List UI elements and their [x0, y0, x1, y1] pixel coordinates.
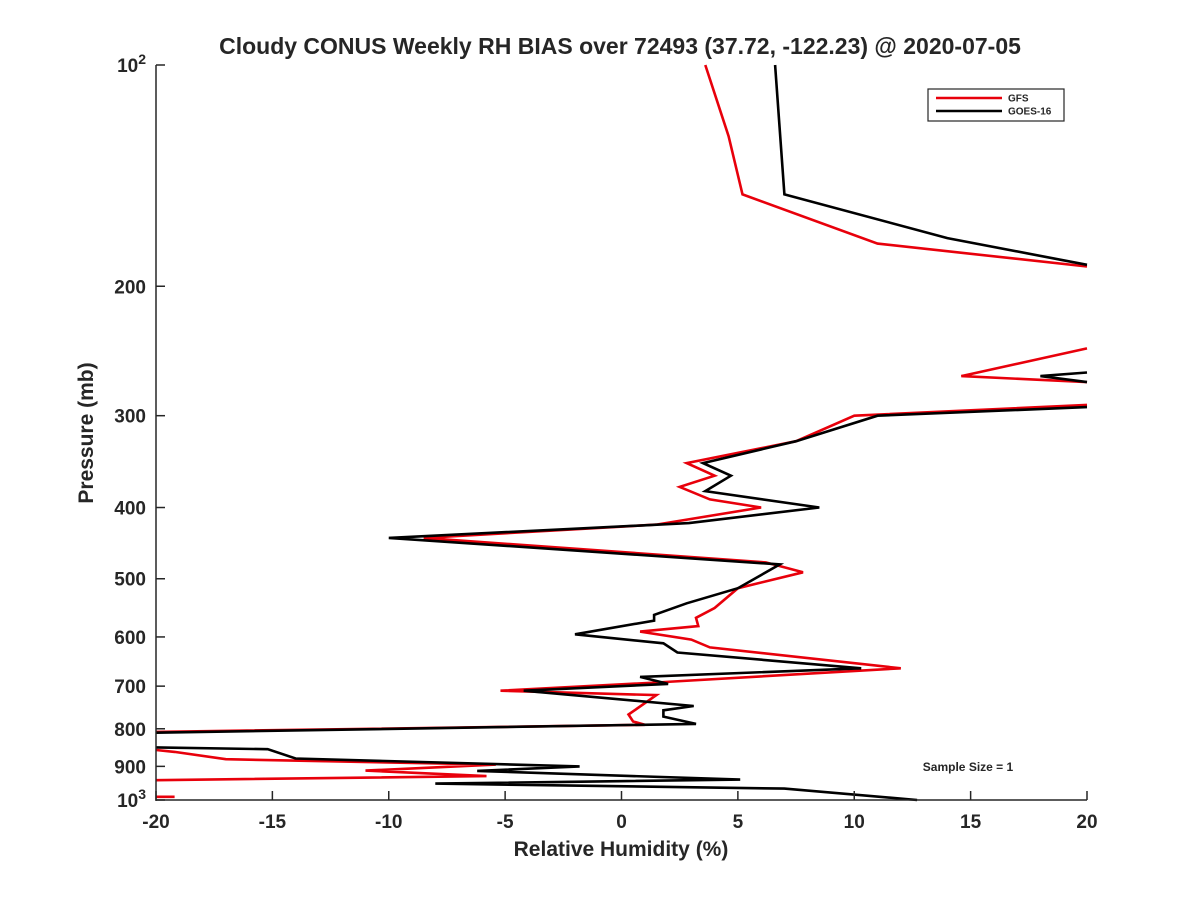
y-tick-label: 600: [114, 628, 146, 649]
x-tick-label: 20: [1076, 812, 1097, 833]
x-tick-label: -15: [259, 812, 287, 833]
legend-label-goes16: GOES-16: [1008, 107, 1052, 118]
x-axis-ticks: -20 -15 -10 -5 0 5 10 15 20: [142, 791, 1098, 833]
x-tick-label: -20: [142, 812, 169, 833]
y-tick-label: 900: [114, 757, 146, 778]
y-tick-label: 800: [114, 720, 146, 741]
y-axis-label: Pressure (mb): [75, 362, 98, 503]
y-tick-label: 500: [114, 570, 146, 591]
series-line-gfs: [155, 64, 1088, 799]
x-tick-label: 5: [733, 812, 744, 833]
x-tick-label: 10: [844, 812, 865, 833]
chart-title: Cloudy CONUS Weekly RH BIAS over 72493 (…: [219, 33, 1021, 59]
x-axis-label: Relative Humidity (%): [514, 838, 729, 861]
sample-size-annotation: Sample Size = 1: [923, 760, 1014, 774]
y-tick-label: 700: [114, 677, 146, 698]
x-tick-label: -10: [375, 812, 402, 833]
y-tick-label: 200: [114, 277, 146, 298]
y-tick-label: 300: [114, 407, 146, 428]
series-layer: [155, 64, 1088, 802]
x-tick-label: 0: [616, 812, 627, 833]
legend: GFS GOES-16: [927, 88, 1065, 122]
x-tick-label: -5: [497, 812, 514, 833]
y-tick-label: 400: [114, 499, 146, 520]
legend-label-gfs: GFS: [1008, 94, 1029, 105]
series-line-goes16: [155, 64, 1088, 802]
x-tick-label: 15: [960, 812, 982, 833]
legend-box: [927, 88, 1065, 122]
